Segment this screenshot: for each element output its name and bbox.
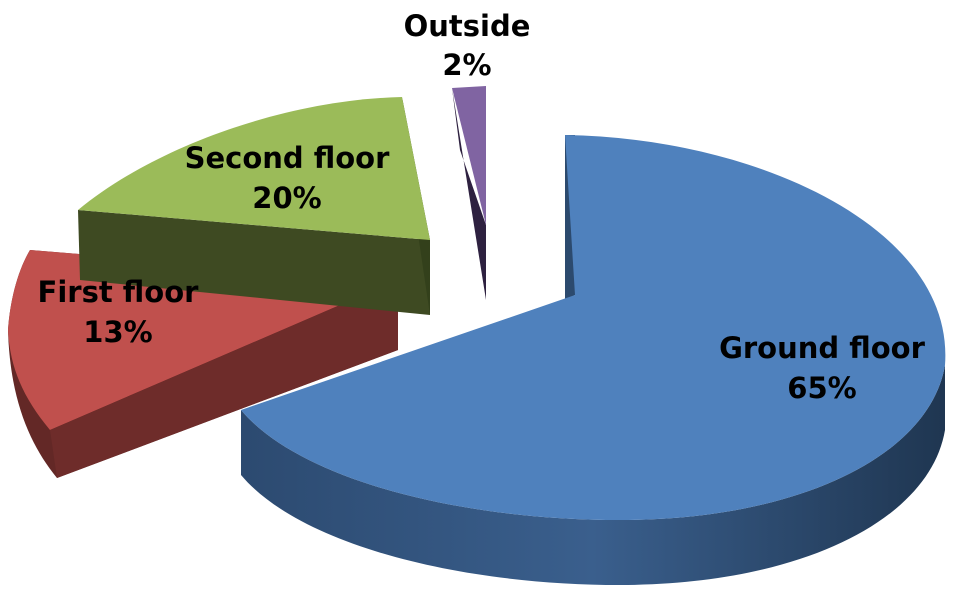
slice-ground-floor [241, 135, 946, 585]
label-ground-floor-value: 65% [787, 371, 856, 405]
slice-outside [452, 86, 486, 300]
slice-second-floor [78, 97, 430, 315]
slice-first-floor-front [50, 280, 398, 478]
slice-outside-side [452, 88, 486, 300]
label-outside-name: Outside [404, 9, 531, 43]
label-second-floor-value: 20% [252, 181, 321, 215]
slice-ground-floor-top [241, 135, 946, 520]
slice-second-floor-side [78, 210, 430, 315]
label-first-floor-value: 13% [83, 315, 152, 349]
label-first-floor-name: First floor [38, 275, 200, 309]
slice-ground-floor-side [241, 365, 945, 585]
label-ground-floor-name: Ground floor [719, 331, 926, 365]
slice-second-floor-top [78, 97, 430, 240]
label-outside-value: 2% [442, 48, 491, 82]
slice-outside-top [452, 86, 486, 225]
label-second-floor-name: Second floor [185, 141, 391, 175]
